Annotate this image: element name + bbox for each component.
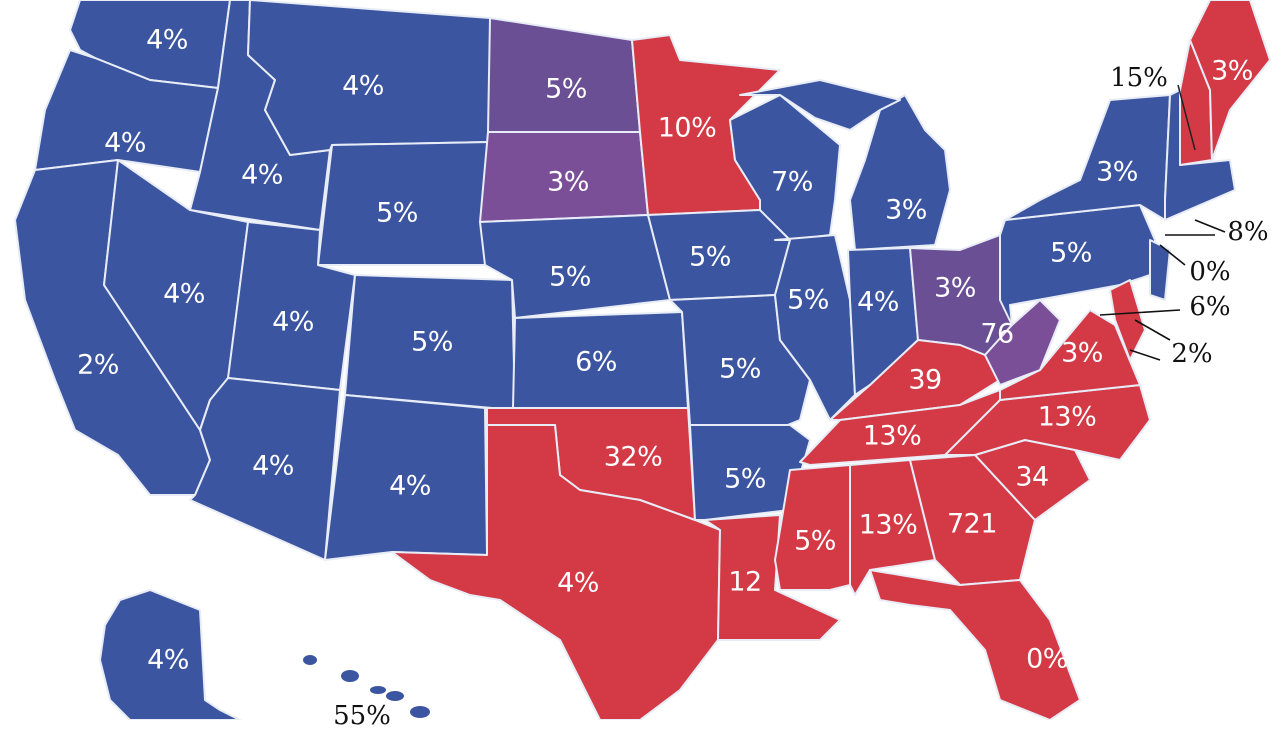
state-mi[interactable] bbox=[849, 94, 951, 251]
callout-hi: 55% bbox=[333, 701, 391, 731]
state-ny[interactable] bbox=[1004, 94, 1171, 221]
state-mt[interactable] bbox=[247, 0, 491, 156]
vt-leader-line bbox=[1177, 84, 1196, 151]
state-me[interactable] bbox=[1189, 0, 1271, 161]
state-hi-island[interactable] bbox=[303, 655, 317, 665]
callout-de: 6% bbox=[1189, 292, 1231, 322]
state-nj[interactable] bbox=[1149, 239, 1171, 301]
ct-leader-line bbox=[1194, 219, 1226, 233]
state-hi-island[interactable] bbox=[386, 691, 404, 701]
state-co[interactable] bbox=[344, 274, 516, 411]
state-tx[interactable] bbox=[391, 424, 721, 720]
callout-nj: 0% bbox=[1189, 257, 1231, 287]
state-nm[interactable] bbox=[324, 394, 488, 561]
state-ia[interactable] bbox=[647, 209, 791, 301]
state-ak[interactable] bbox=[99, 589, 241, 720]
callout-ct: 8% bbox=[1227, 217, 1269, 247]
state-nd[interactable] bbox=[487, 17, 641, 133]
state-fl[interactable] bbox=[869, 569, 1081, 720]
state-de-md[interactable] bbox=[1109, 279, 1146, 361]
state-sd[interactable] bbox=[479, 131, 649, 223]
state-wy[interactable] bbox=[317, 141, 491, 266]
state-new-england[interactable] bbox=[1164, 89, 1236, 221]
state-hi-island[interactable] bbox=[341, 670, 359, 682]
de-leader-line bbox=[1099, 309, 1181, 316]
state-az[interactable] bbox=[189, 377, 341, 561]
md-leader-line-2 bbox=[1129, 349, 1161, 361]
md-leader-line bbox=[1134, 319, 1171, 341]
state-il[interactable] bbox=[774, 234, 856, 421]
nj-leader-line bbox=[1159, 244, 1186, 266]
callout-vt: 15% bbox=[1110, 63, 1168, 93]
state-oh[interactable] bbox=[909, 234, 1013, 356]
state-hi-island[interactable] bbox=[410, 706, 430, 718]
callout-md: 2% bbox=[1171, 339, 1213, 369]
state-hi-island[interactable] bbox=[370, 686, 386, 694]
state-mi-up[interactable] bbox=[739, 79, 901, 131]
state-ks[interactable] bbox=[512, 311, 689, 409]
